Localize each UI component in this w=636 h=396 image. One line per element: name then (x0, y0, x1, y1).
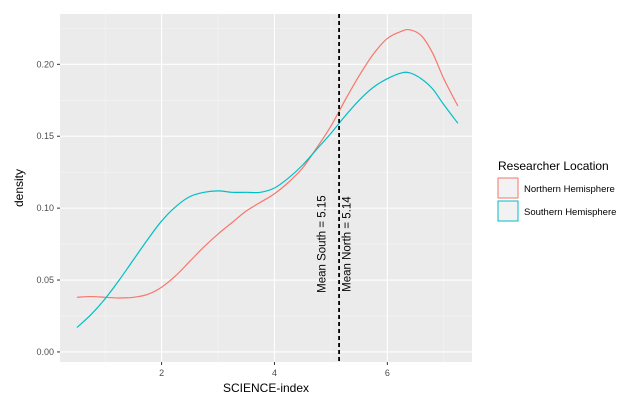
legend-key-northern (497, 177, 519, 199)
x-axis-title: SCIENCE-index (223, 381, 309, 395)
y-axis-title: density (12, 169, 26, 207)
legend-title: Researcher Location (498, 159, 609, 173)
y-tick-label: 0.10 (36, 203, 54, 213)
y-tick-label: 0.20 (36, 59, 54, 69)
x-tick-label: 2 (159, 368, 164, 378)
legend: Researcher Location Northern Hemisphere … (497, 159, 616, 222)
minor-gridlines (60, 14, 472, 362)
legend-item-southern: Southern Hemisphere (497, 200, 616, 222)
legend-key-southern (497, 200, 519, 222)
x-tick-label: 4 (272, 368, 277, 378)
y-tick-label: 0.15 (36, 131, 54, 141)
y-tick-label: 0.05 (36, 275, 54, 285)
annotation-mean-north: Mean North = 5.14 (342, 196, 354, 292)
annotation-mean-south: Mean South = 5.15 (316, 195, 328, 293)
x-axis-ticks: 2 4 6 (159, 362, 390, 378)
series-line-southern (76, 71, 459, 328)
legend-label-northern: Northern Hemisphere (524, 184, 615, 195)
major-gridlines (60, 14, 472, 362)
series-layer (76, 28, 459, 328)
y-axis-ticks: 0.00 0.05 0.10 0.15 0.20 (36, 59, 60, 357)
plot-panel (60, 14, 472, 362)
legend-label-southern: Southern Hemisphere (524, 207, 616, 218)
legend-item-northern: Northern Hemisphere (497, 177, 615, 199)
annotation-layer: Mean South = 5.15 Mean North = 5.14 (316, 195, 353, 293)
series-line-northern (76, 28, 459, 299)
x-tick-label: 6 (385, 368, 390, 378)
y-tick-label: 0.00 (36, 347, 54, 357)
